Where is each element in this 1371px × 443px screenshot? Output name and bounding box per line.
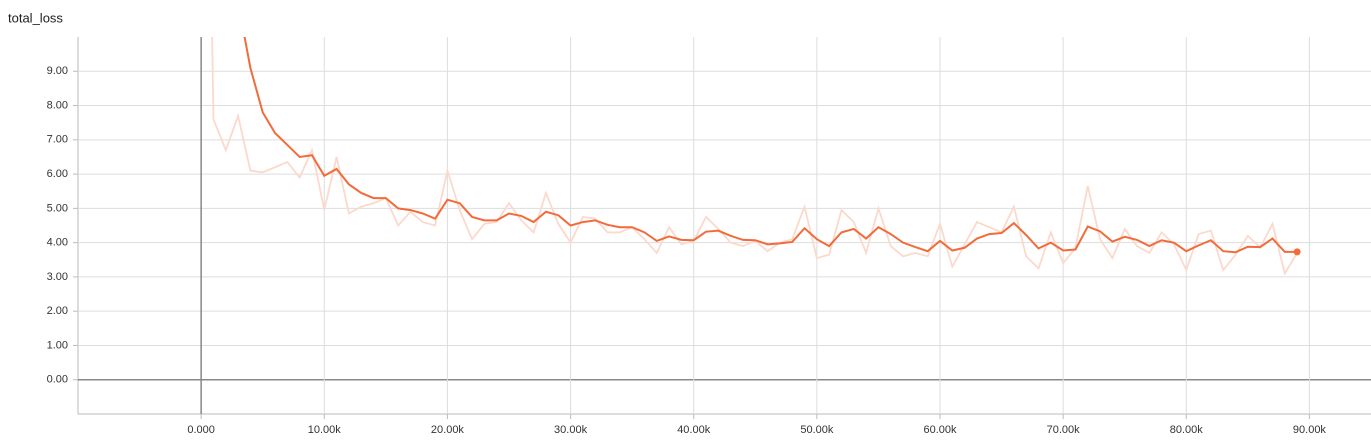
y-tick-label: 3.00 bbox=[47, 271, 68, 283]
series-line bbox=[243, 37, 1298, 254]
y-tick-label: 7.00 bbox=[47, 134, 68, 146]
y-tick-label: 0.00 bbox=[47, 374, 68, 386]
x-tick-label: 90.00k bbox=[1293, 424, 1327, 436]
y-tick-label: 5.00 bbox=[47, 202, 68, 214]
x-tick-label: 30.00k bbox=[554, 424, 588, 436]
x-tick-label: 80.00k bbox=[1170, 424, 1204, 436]
plot-area bbox=[211, 37, 1301, 276]
last-point bbox=[1293, 248, 1301, 256]
y-tick-label: 1.00 bbox=[47, 339, 68, 351]
x-tick-label: 70.00k bbox=[1047, 424, 1081, 436]
x-tick-label: 50.00k bbox=[800, 424, 834, 436]
x-tick-label: 0.000 bbox=[187, 424, 215, 436]
y-tick-label: 9.00 bbox=[47, 65, 68, 77]
x-tick-label: 40.00k bbox=[677, 424, 711, 436]
y-tick-label: 4.00 bbox=[47, 237, 68, 249]
y-tick-label: 6.00 bbox=[47, 168, 68, 180]
x-tick-label: 20.00k bbox=[431, 424, 465, 436]
x-tick-label: 60.00k bbox=[923, 424, 957, 436]
y-tick-label: 2.00 bbox=[47, 305, 68, 317]
chart-title: total_loss bbox=[8, 10, 63, 25]
series-line bbox=[211, 37, 1298, 276]
y-tick-label: 8.00 bbox=[47, 99, 68, 111]
x-tick-label: 10.00k bbox=[308, 424, 342, 436]
